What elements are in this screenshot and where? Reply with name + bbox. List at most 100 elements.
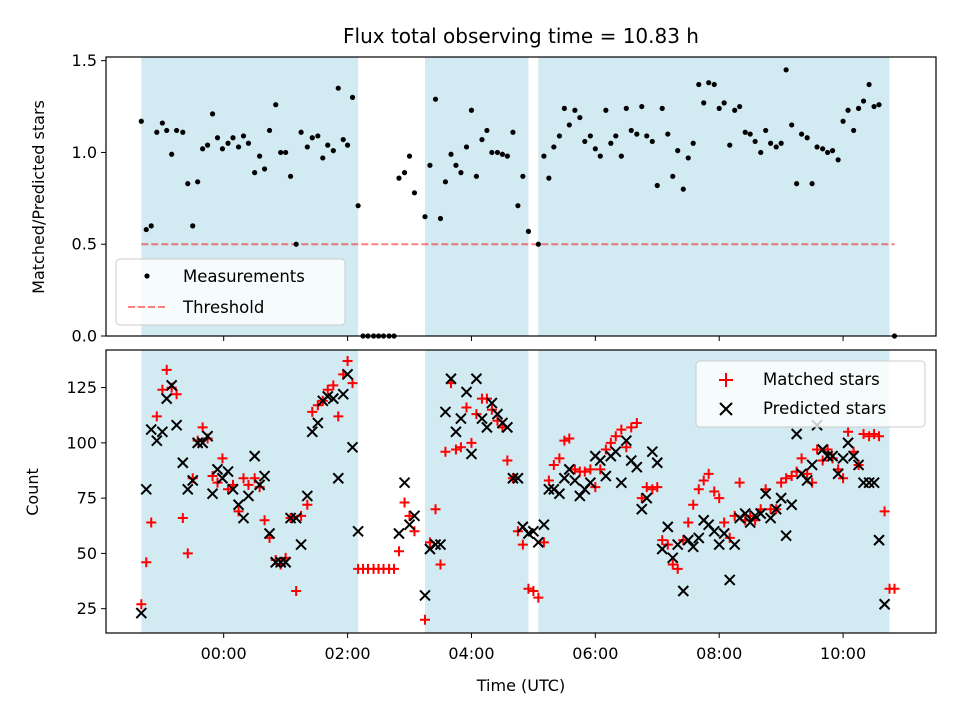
matched-star-point-19 <box>233 506 244 517</box>
legend-measurements-marker <box>144 273 150 279</box>
bot-y-tick-label-2: 75 <box>77 489 97 508</box>
matched-star-point-22 <box>249 473 260 484</box>
matched-star-point-100 <box>657 535 668 546</box>
measurement-point-133 <box>835 157 841 163</box>
measurement-point-129 <box>814 144 820 150</box>
matched-star-point-60 <box>450 444 461 455</box>
predicted-star-point-68 <box>527 525 540 538</box>
measurement-point-136 <box>851 127 857 134</box>
predicted-star-point-24 <box>258 470 271 482</box>
measurement-point-4 <box>159 120 165 126</box>
matched-star-point-20 <box>238 473 249 484</box>
predicted-star-point-124 <box>816 443 829 456</box>
measurement-point-109 <box>711 81 717 88</box>
matched-star-point-94 <box>626 422 637 433</box>
predicted-star-point-0 <box>135 607 148 619</box>
predicted-star-point-59 <box>481 421 493 434</box>
matched-star-point-49 <box>389 563 400 574</box>
predicted-star-point-40 <box>341 368 354 381</box>
matched-star-point-54 <box>419 614 430 625</box>
legend-predicted-marker <box>719 402 733 416</box>
matched-star-point-128 <box>802 468 813 479</box>
matched-star-point-105 <box>683 517 694 528</box>
predicted-star-point-6 <box>165 379 178 392</box>
predicted-star-point-10 <box>187 474 199 487</box>
matched-star-point-33 <box>307 406 318 417</box>
matched-star-point-93 <box>621 442 632 453</box>
predicted-star-point-45 <box>403 518 416 531</box>
matched-star-point-139 <box>858 429 869 440</box>
predicted-star-point-50 <box>434 538 447 551</box>
top-y-ticks: 0.0 0.5 1.0 1.5 <box>72 51 106 346</box>
measurement-point-79 <box>556 133 563 139</box>
matched-star-point-24 <box>259 515 270 526</box>
measurement-point-66 <box>484 127 490 134</box>
measurement-point-123 <box>783 67 789 73</box>
matched-star-point-142 <box>874 431 885 442</box>
measurement-point-58 <box>442 179 449 185</box>
measurement-point-130 <box>820 146 826 152</box>
predicted-star-point-43 <box>393 527 405 540</box>
matched-star-point-58 <box>440 446 451 457</box>
bottom-plot-frame <box>105 349 937 634</box>
measurement-point-126 <box>798 131 805 137</box>
matched-star-point-9 <box>182 548 193 559</box>
x-tick-label-3: 06:00 <box>572 644 618 663</box>
predicted-star-point-42 <box>352 525 364 538</box>
measurement-point-12 <box>200 146 206 152</box>
measurement-point-97 <box>649 138 655 145</box>
matched-star-point-53 <box>409 526 420 537</box>
matched-star-point-79 <box>548 459 559 470</box>
matched-star-point-107 <box>693 484 704 495</box>
predicted-star-point-23 <box>253 479 266 491</box>
predicted-star-point-105 <box>718 527 730 540</box>
matched-star-point-2 <box>146 517 157 528</box>
measurement-point-9 <box>185 181 191 187</box>
measurement-point-135 <box>845 107 851 113</box>
measurement-point-128 <box>809 181 815 187</box>
matched-star-point-37 <box>328 380 339 391</box>
measurement-point-120 <box>768 140 774 146</box>
matched-star-point-123 <box>776 477 787 488</box>
measurement-point-68 <box>494 149 501 156</box>
predicted-star-point-74 <box>558 472 571 484</box>
measurement-point-137 <box>855 105 862 111</box>
bot-y-tick-label-3: 100 <box>66 433 97 452</box>
predicted-star-point-86 <box>620 434 633 447</box>
measurement-point-10 <box>190 223 196 229</box>
predicted-star-point-46 <box>408 510 421 522</box>
top-y-axis-label: Matched/Predicted stars <box>29 100 48 294</box>
measurement-point-107 <box>701 100 707 106</box>
matched-star-point-5 <box>161 364 172 375</box>
matched-stars-points <box>136 356 900 625</box>
top-shaded-interval-1 <box>424 57 529 336</box>
matched-star-point-73 <box>517 539 528 550</box>
predicted-star-point-1 <box>140 483 152 495</box>
measurement-point-90 <box>613 133 619 139</box>
bot-y-tick-label-1: 50 <box>77 544 97 563</box>
measurement-point-84 <box>582 138 588 145</box>
predicted-star-point-20 <box>237 512 250 524</box>
predicted-star-point-30 <box>290 512 302 524</box>
predicted-star-point-84 <box>610 445 622 458</box>
measurement-point-80 <box>561 105 567 111</box>
measurement-point-141 <box>876 102 882 108</box>
measurement-point-75 <box>535 241 541 247</box>
predicted-star-point-28 <box>279 556 292 568</box>
measurement-point-39 <box>340 136 346 143</box>
predicted-star-point-135 <box>873 534 885 546</box>
measurement-point-42 <box>355 203 361 209</box>
measurement-point-116 <box>747 131 753 137</box>
measurement-point-32 <box>304 144 310 150</box>
x-axis-label: Time (UTC) <box>476 676 565 695</box>
matched-star-point-112 <box>719 517 730 528</box>
measurement-point-56 <box>432 96 439 102</box>
predicted-star-point-2 <box>145 423 157 436</box>
measurement-point-72 <box>515 203 521 209</box>
predicted-star-point-73 <box>553 488 566 500</box>
top-y-tick-label-0: 0.0 <box>72 327 97 346</box>
predicted-star-point-57 <box>470 373 483 385</box>
bot-y-tick-label-4: 125 <box>66 378 97 397</box>
predicted-star-point-90 <box>641 492 653 504</box>
measurement-point-15 <box>214 135 221 141</box>
